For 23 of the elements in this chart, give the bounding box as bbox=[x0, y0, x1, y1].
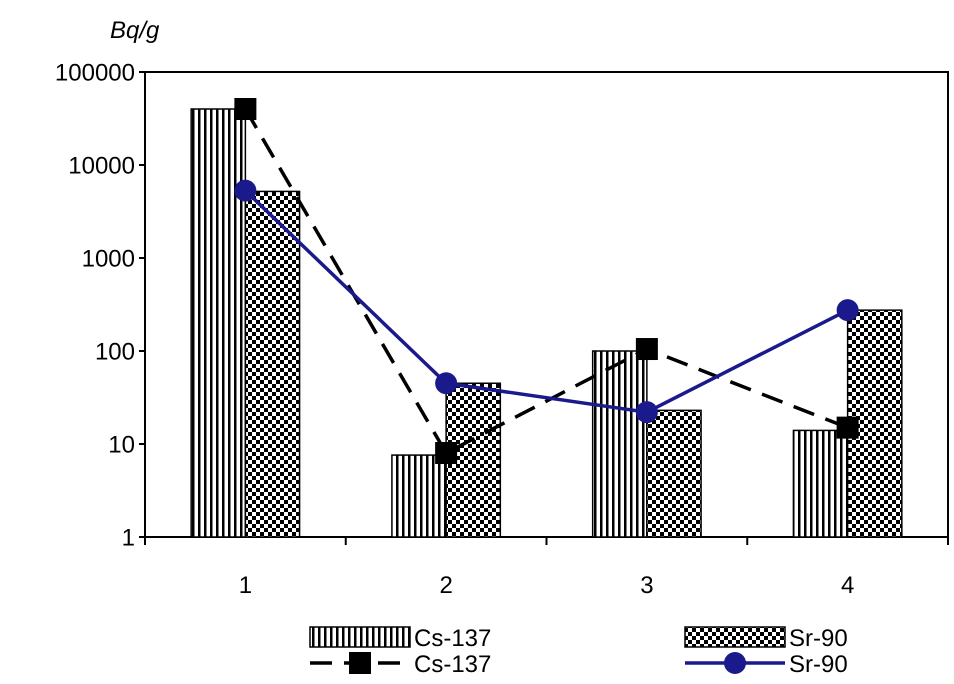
x-tick-label: 2 bbox=[439, 572, 453, 599]
y-axis-title: Bq/g bbox=[110, 17, 160, 44]
point bbox=[836, 416, 859, 439]
y-tick-label: 1000 bbox=[82, 245, 135, 272]
point bbox=[836, 299, 859, 322]
point bbox=[435, 372, 458, 394]
point bbox=[636, 401, 658, 424]
legend-label: Sr-90 bbox=[789, 651, 848, 678]
legend-label: Cs-137 bbox=[414, 651, 492, 678]
legend-label: Sr-90 bbox=[789, 625, 848, 652]
y-tick-label: 10000 bbox=[68, 152, 135, 180]
y-tick-label: 100 bbox=[94, 338, 135, 366]
y-tick-label: 100000 bbox=[54, 59, 135, 86]
x-tick-label: 3 bbox=[640, 572, 654, 599]
point bbox=[636, 338, 658, 360]
legend-label: Cs-137 bbox=[414, 625, 492, 652]
point bbox=[435, 442, 458, 464]
point bbox=[234, 180, 256, 202]
point bbox=[234, 98, 256, 120]
y-tick-label: 10 bbox=[108, 431, 135, 458]
x-tick-label: 1 bbox=[238, 572, 252, 599]
y-tick-label: 1 bbox=[122, 524, 135, 552]
x-tick-label: 4 bbox=[840, 572, 854, 599]
